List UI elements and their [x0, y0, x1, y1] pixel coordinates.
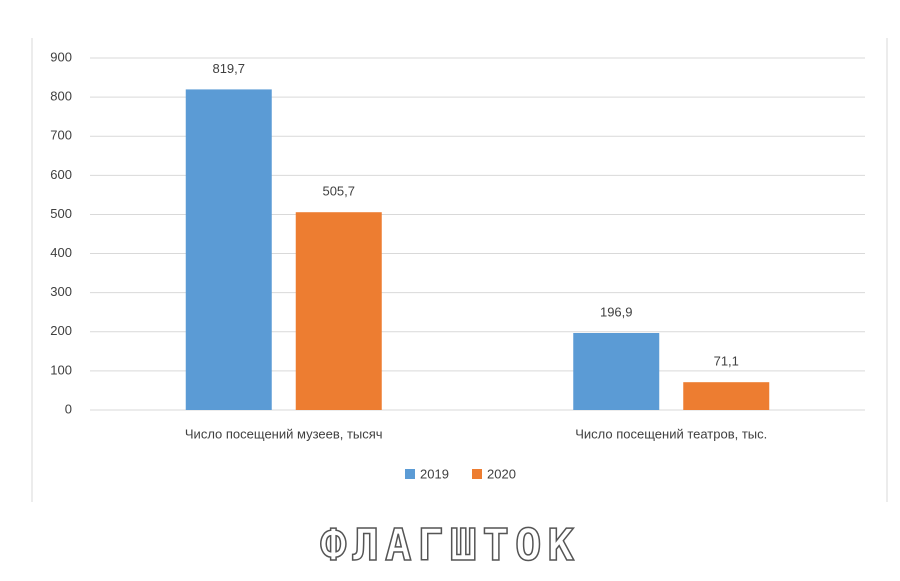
y-tick-label: 700 — [50, 128, 72, 143]
y-tick-label: 900 — [50, 49, 72, 64]
bar — [295, 212, 382, 410]
value-label: 505,7 — [322, 184, 355, 199]
legend-swatch — [405, 469, 415, 479]
y-tick-label: 300 — [50, 284, 72, 299]
legend-swatch — [472, 469, 482, 479]
x-tick-label: Число посещений театров, тыс. — [575, 426, 767, 441]
x-tick-label: Число посещений музеев, тысяч — [185, 426, 383, 441]
y-tick-label: 0 — [65, 401, 72, 416]
value-label: 196,9 — [600, 304, 633, 319]
bar — [185, 89, 272, 410]
y-tick-label: 200 — [50, 323, 72, 338]
y-tick-label: 800 — [50, 89, 72, 104]
value-label: 819,7 — [212, 61, 245, 76]
y-tick-label: 500 — [50, 206, 72, 221]
y-tick-label: 400 — [50, 245, 72, 260]
y-tick-label: 100 — [50, 362, 72, 377]
bar — [573, 332, 660, 410]
legend-label: 2019 — [420, 466, 449, 481]
value-label: 71,1 — [714, 354, 739, 369]
y-tick-label: 600 — [50, 167, 72, 182]
watermark: ФЛАГШТОК — [320, 520, 580, 571]
bar — [683, 382, 770, 410]
legend-label: 2020 — [487, 466, 516, 481]
